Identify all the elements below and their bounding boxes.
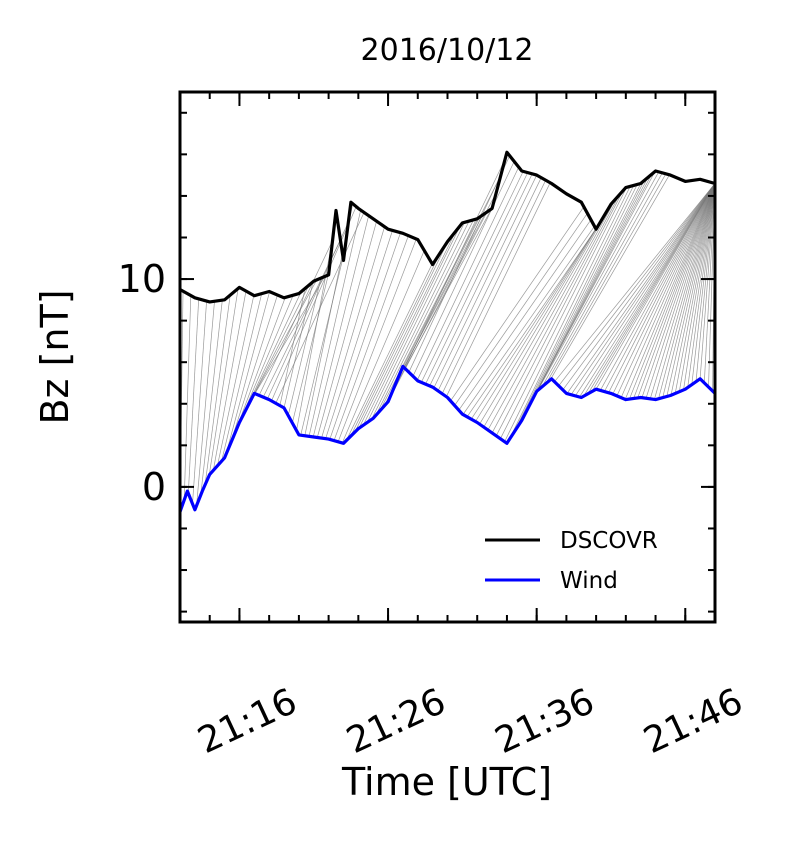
legend: DSCOVR Wind — [485, 528, 658, 594]
connector-line — [346, 264, 432, 441]
x-tick-label: 21:36 — [489, 681, 600, 762]
connector-line — [267, 222, 348, 399]
connector-line — [459, 220, 591, 410]
connector-line — [500, 187, 626, 438]
connector-line — [247, 285, 309, 408]
connector-line — [334, 236, 408, 441]
connector-line — [405, 159, 506, 368]
connector-line — [413, 161, 514, 376]
legend-label-dscovr: DSCOVR — [560, 528, 658, 554]
x-tick-label: 21:16 — [192, 681, 303, 762]
y-tick-label: 0 — [142, 465, 166, 509]
connector-line — [409, 156, 510, 373]
connector-line — [638, 184, 715, 398]
x-tick-labels: 21:16 21:26 21:36 21:46 — [192, 681, 749, 762]
connector-line — [430, 174, 533, 386]
connector-line — [571, 184, 715, 395]
connector-lines — [180, 156, 715, 512]
series-line-wind — [180, 366, 715, 511]
x-axis-label: Time [UTC] — [341, 760, 552, 804]
connector-line — [388, 212, 487, 402]
y-axis-label: Bz [nT] — [33, 289, 77, 424]
chart-title: 2016/10/12 — [361, 33, 534, 68]
x-tick-label: 21:46 — [638, 681, 749, 762]
y-tick-label: 10 — [118, 257, 166, 301]
connector-line — [451, 207, 584, 401]
connector-line — [355, 241, 448, 432]
connector-line — [488, 199, 616, 430]
connector-line — [484, 203, 613, 427]
connector-line — [475, 214, 605, 422]
legend-label-wind: Wind — [560, 568, 618, 594]
connector-line — [492, 195, 619, 433]
connector-line — [505, 186, 631, 441]
connector-line — [272, 207, 357, 401]
connector-line — [217, 295, 253, 465]
connector-line — [342, 251, 424, 443]
x-tick-label: 21:26 — [341, 681, 452, 762]
connector-line — [284, 282, 313, 408]
connector-line — [604, 184, 715, 392]
connector-line — [230, 295, 278, 445]
connector-line — [280, 288, 305, 405]
connector-line — [496, 191, 623, 436]
connector-line — [351, 253, 441, 436]
connector-line — [654, 184, 715, 400]
y-tick-labels: 0 10 — [118, 257, 166, 509]
